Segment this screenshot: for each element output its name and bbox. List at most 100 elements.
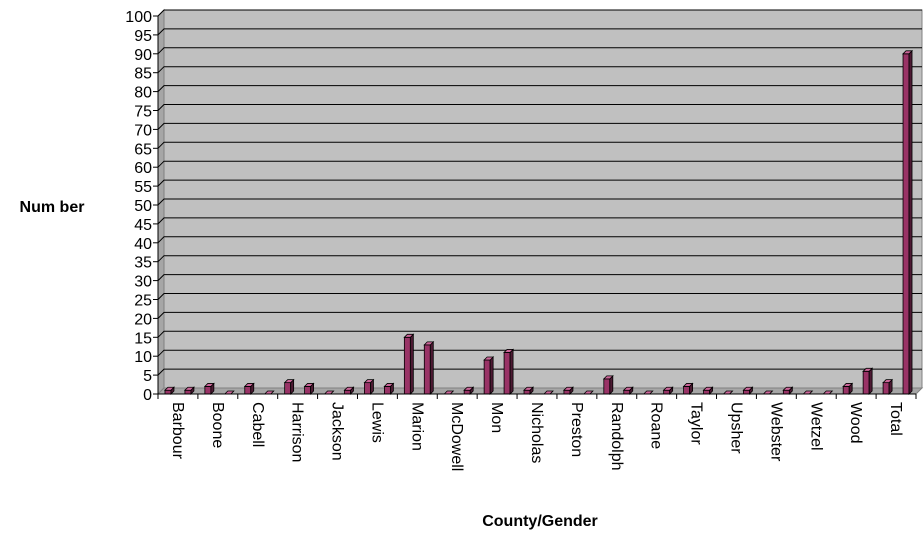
y-tick-label: 35 — [134, 255, 152, 272]
x-tick-label: Webster — [767, 402, 784, 462]
bar — [503, 348, 515, 395]
bar-side — [489, 356, 494, 395]
bar-front — [204, 386, 212, 395]
x-tick-label: Total — [887, 402, 904, 436]
bar-top — [842, 383, 854, 387]
bar-front — [902, 53, 910, 395]
y-tick-label: 65 — [134, 141, 152, 158]
gridline — [157, 368, 922, 376]
x-tick-label: Preston — [568, 402, 585, 457]
x-tick-label: Barbour — [169, 402, 186, 460]
bar-top — [523, 386, 534, 391]
bar-front — [304, 386, 312, 395]
y-axis-title: Num ber — [20, 199, 85, 216]
bar-top — [463, 386, 475, 391]
bar-top — [164, 386, 175, 391]
y-tick-label: 10 — [134, 349, 152, 366]
y-tick-label: 25 — [134, 293, 152, 310]
x-tick-label: Nicholas — [528, 402, 545, 463]
bar — [203, 382, 215, 395]
gridline — [157, 66, 922, 74]
bar — [283, 378, 295, 395]
bar-top — [602, 375, 614, 380]
y-tick-label: 60 — [134, 160, 152, 177]
bar — [363, 378, 375, 395]
bar-top — [483, 356, 495, 361]
x-tick-label: Upsher — [728, 402, 745, 454]
gridline — [157, 160, 922, 168]
bar-front — [523, 389, 531, 395]
bar-side — [509, 348, 514, 395]
bar-side — [409, 333, 414, 395]
y-tick-label: 90 — [134, 47, 152, 64]
bar-front — [344, 389, 351, 395]
bar-front — [603, 378, 611, 395]
bar-front — [483, 359, 491, 395]
gridline — [157, 179, 922, 187]
y-tick-label: 15 — [134, 330, 152, 347]
y-tick-label: 75 — [134, 104, 152, 121]
bar-top — [782, 386, 794, 391]
gridlines — [157, 9, 922, 376]
bar — [842, 382, 854, 395]
bar — [682, 382, 694, 395]
bar — [782, 386, 794, 395]
gridline — [157, 255, 922, 263]
plot-area — [156, 8, 924, 396]
bar-top — [682, 383, 694, 387]
x-tick-label: Wetzel — [807, 402, 824, 451]
bar-top — [243, 383, 255, 387]
bar-front — [403, 336, 411, 395]
bar-front — [563, 389, 571, 395]
bar-top — [702, 386, 714, 391]
bar-top — [423, 341, 435, 346]
gridline — [157, 236, 922, 244]
x-tick-label: Mon — [488, 402, 505, 433]
bar-top — [403, 333, 415, 338]
bar-front — [842, 386, 850, 395]
bar-top — [203, 383, 215, 387]
y-tick-label: 20 — [134, 311, 152, 328]
y-tick-label: 30 — [134, 274, 152, 291]
y-tick-label: 40 — [134, 236, 152, 253]
bar — [383, 382, 395, 395]
x-tick-label: Roane — [648, 402, 665, 449]
bar-top — [742, 386, 754, 391]
bar — [183, 386, 195, 395]
y-tick-label: 0 — [143, 387, 152, 404]
gridline — [157, 274, 922, 281]
bar-front — [703, 389, 710, 395]
bar-side — [429, 340, 434, 395]
x-axis-title: County/Gender — [482, 513, 598, 530]
bar-side — [868, 367, 873, 395]
bar-front — [663, 389, 671, 395]
gridline — [157, 293, 922, 300]
bar-top — [882, 379, 894, 384]
gridline — [157, 122, 922, 130]
y-tick-label: 55 — [134, 179, 152, 196]
x-axis: Barbour Boone Cabell Harrison Jackson Lewis Ma… — [157, 393, 917, 471]
bar — [303, 382, 315, 395]
bar-front — [184, 389, 192, 395]
bar — [722, 390, 734, 395]
y-tick-label: 70 — [134, 122, 152, 139]
x-tick-label: Taylor — [688, 402, 705, 445]
bar — [523, 386, 534, 395]
gridline — [157, 311, 922, 319]
bar — [662, 386, 674, 395]
bar-front — [782, 389, 790, 395]
bar — [882, 378, 894, 395]
x-tick-label: Jackson — [329, 402, 346, 461]
bars — [164, 49, 913, 395]
bar-top — [363, 379, 375, 384]
bar-top — [503, 349, 515, 353]
bar-top — [383, 383, 395, 387]
bar-front — [364, 382, 371, 395]
x-tick-label: Wood — [847, 402, 864, 444]
bar-top — [343, 386, 355, 391]
bar — [602, 374, 614, 395]
gridline — [157, 141, 922, 149]
gridline — [157, 28, 922, 36]
